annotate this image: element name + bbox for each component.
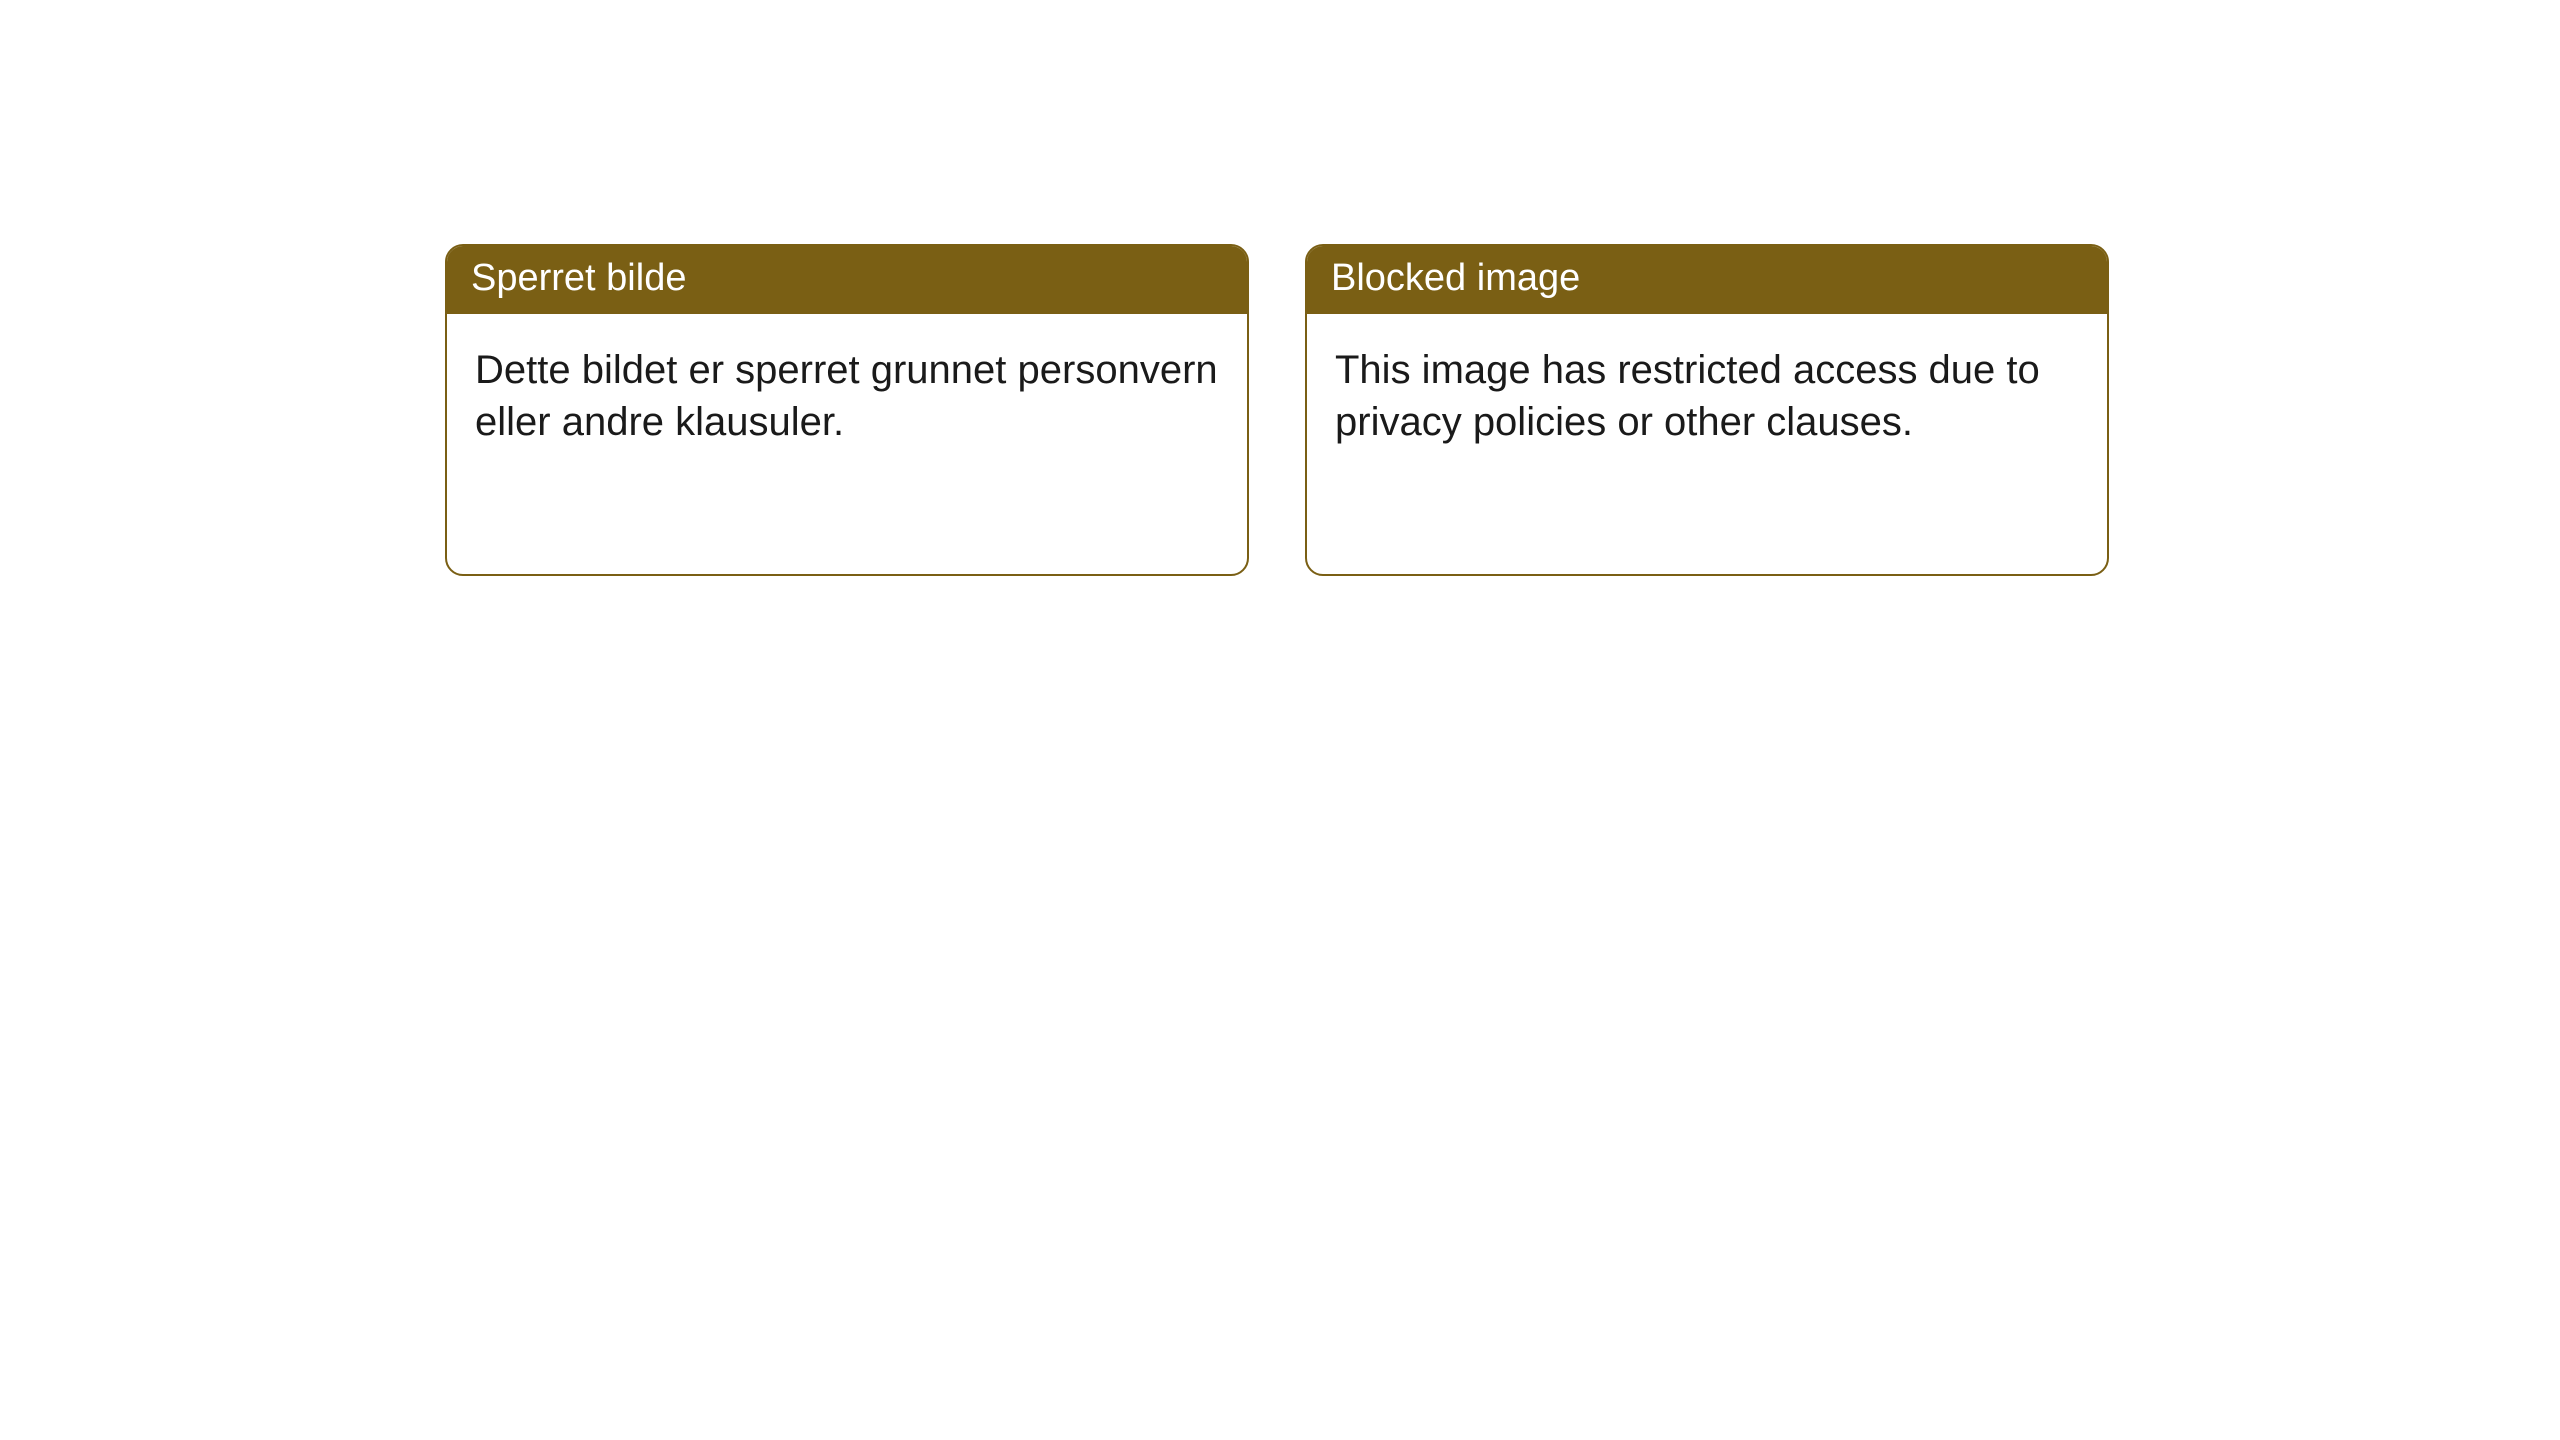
- notice-card-norwegian: Sperret bilde Dette bildet er sperret gr…: [445, 244, 1249, 576]
- notice-message-norwegian: Dette bildet er sperret grunnet personve…: [447, 314, 1247, 574]
- notice-message-english: This image has restricted access due to …: [1307, 314, 2107, 574]
- notice-container: Sperret bilde Dette bildet er sperret gr…: [445, 244, 2109, 576]
- notice-title-english: Blocked image: [1307, 246, 2107, 314]
- notice-title-norwegian: Sperret bilde: [447, 246, 1247, 314]
- notice-card-english: Blocked image This image has restricted …: [1305, 244, 2109, 576]
